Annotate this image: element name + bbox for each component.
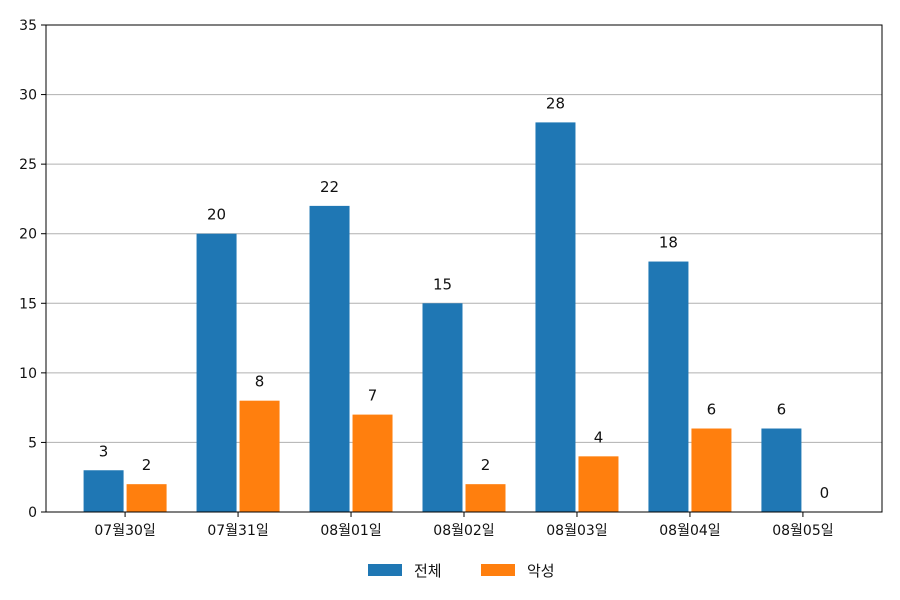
y-tick-label: 20 (19, 227, 37, 243)
bars (83, 122, 802, 513)
legend-swatch (368, 564, 402, 576)
bar-total (422, 303, 463, 512)
bar-malicious (352, 414, 393, 512)
legend-label: 악성 (527, 562, 555, 580)
bar-malicious (578, 456, 619, 512)
x-tick-label: 08월04일 (659, 523, 720, 539)
bar-total (648, 261, 689, 512)
x-tick-label: 07월31일 (207, 523, 268, 539)
y-tick-label: 30 (19, 88, 37, 104)
bar-malicious (465, 484, 506, 512)
data-label: 4 (594, 428, 604, 446)
x-tick-label: 08월01일 (320, 523, 381, 539)
data-label: 0 (820, 484, 830, 502)
x-tick-label: 07월30일 (94, 523, 155, 539)
x-tick-label: 08월05일 (772, 523, 833, 539)
bar-malicious (239, 400, 280, 512)
data-label: 20 (207, 206, 226, 224)
y-tick-label: 25 (19, 157, 37, 173)
legend-swatch (481, 564, 515, 576)
data-label: 8 (255, 373, 265, 391)
bar-total (83, 470, 124, 512)
data-label: 6 (707, 401, 717, 419)
data-label: 6 (777, 401, 787, 419)
bar-malicious (691, 428, 732, 512)
bar-total (761, 428, 802, 512)
y-tick-label: 15 (19, 296, 37, 312)
x-tick-label: 08월02일 (433, 523, 494, 539)
x-tick-label: 08월03일 (546, 523, 607, 539)
data-label: 2 (481, 456, 491, 474)
y-axis: 0 5 10 15 20 25 30 35 (19, 18, 46, 521)
bar-total (535, 122, 576, 513)
legend: 전체 악성 (368, 562, 555, 580)
bar-malicious (126, 484, 167, 512)
y-tick-label: 0 (28, 505, 37, 521)
data-label: 15 (433, 275, 452, 293)
y-tick-label: 35 (19, 18, 37, 34)
x-axis: 07월30일 07월31일 08월01일 08월02일 08월03일 08월04일 08월0… (94, 512, 834, 539)
legend-label: 전체 (414, 562, 442, 580)
data-label: 7 (368, 387, 378, 405)
data-label: 28 (546, 94, 565, 112)
data-label: 18 (659, 234, 678, 252)
data-label: 3 (99, 442, 109, 460)
y-tick-label: 5 (28, 435, 37, 451)
y-tick-label: 10 (19, 366, 37, 382)
bar-total (309, 205, 350, 512)
data-label: 22 (320, 178, 339, 196)
plot-frame (45, 24, 883, 513)
data-label: 2 (142, 456, 152, 474)
gridlines (46, 94, 882, 443)
bar-total (196, 233, 237, 512)
